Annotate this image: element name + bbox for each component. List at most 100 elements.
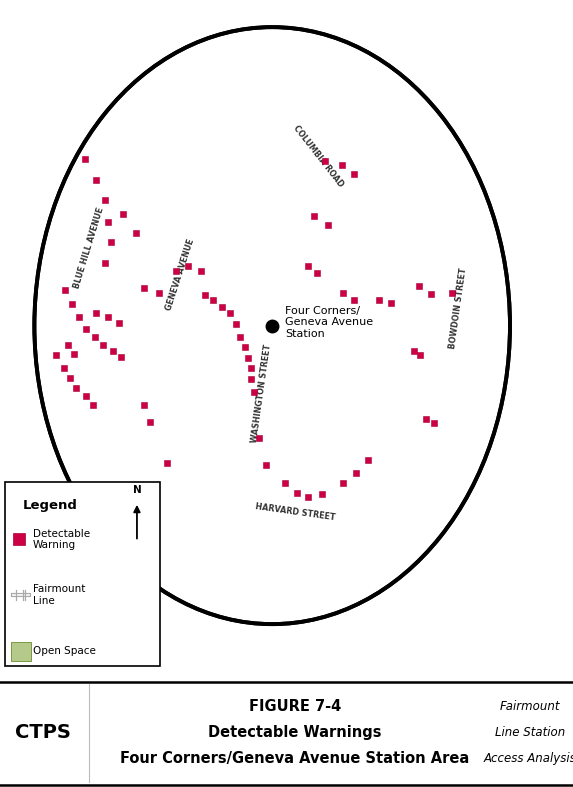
Bar <box>513 294 525 315</box>
Text: COLUMBIA ROAD: COLUMBIA ROAD <box>291 124 345 189</box>
Bar <box>521 65 535 80</box>
Bar <box>128 105 152 117</box>
Bar <box>366 401 378 409</box>
Bar <box>292 586 301 604</box>
Bar <box>400 27 413 35</box>
Bar <box>469 611 491 620</box>
Bar <box>456 328 483 344</box>
Bar <box>77 345 104 358</box>
Bar <box>156 178 175 190</box>
Bar <box>445 139 456 152</box>
Bar <box>399 193 407 206</box>
Text: Line Station: Line Station <box>495 726 565 739</box>
Bar <box>90 589 106 597</box>
Bar <box>268 511 274 523</box>
Bar <box>237 504 246 515</box>
Bar <box>97 118 111 132</box>
Bar <box>428 100 445 116</box>
Bar <box>217 293 224 311</box>
Bar <box>199 35 215 50</box>
Bar <box>280 621 308 631</box>
Bar <box>360 101 379 113</box>
Bar <box>57 361 83 372</box>
Bar <box>401 416 409 430</box>
Bar <box>490 403 510 419</box>
Bar <box>196 486 223 493</box>
Bar <box>501 17 514 31</box>
Bar <box>425 268 441 283</box>
Bar <box>457 360 480 371</box>
Bar <box>6 427 24 435</box>
Bar <box>513 461 527 476</box>
Bar <box>339 132 352 143</box>
Bar <box>247 51 262 65</box>
Text: Fairmount
Line: Fairmount Line <box>33 584 85 606</box>
Text: Detectable
Warning: Detectable Warning <box>33 529 90 550</box>
Bar <box>130 533 156 546</box>
Bar <box>375 76 403 87</box>
Bar <box>317 512 336 527</box>
Bar <box>10 640 32 660</box>
Text: BLUE HILL AVENUE: BLUE HILL AVENUE <box>72 206 105 290</box>
Bar <box>490 117 512 137</box>
Bar <box>117 228 140 246</box>
Bar <box>313 523 332 541</box>
Bar <box>285 463 311 481</box>
Bar <box>477 411 494 423</box>
Bar <box>315 540 336 550</box>
Bar <box>286 230 296 238</box>
Text: Detectable Warnings: Detectable Warnings <box>209 725 382 741</box>
Bar <box>324 428 333 437</box>
Bar <box>48 572 63 585</box>
Text: N: N <box>132 486 142 495</box>
Bar <box>319 595 340 606</box>
Bar <box>107 286 120 300</box>
Bar <box>218 171 233 181</box>
Bar <box>137 51 156 68</box>
Bar <box>168 50 194 58</box>
Bar <box>311 555 321 571</box>
Bar <box>401 382 428 398</box>
Bar <box>239 653 246 665</box>
Bar <box>233 54 246 74</box>
Bar <box>344 402 371 410</box>
Bar <box>250 96 264 103</box>
Bar <box>328 41 346 54</box>
Bar <box>245 166 264 174</box>
Bar <box>238 146 254 159</box>
Bar <box>66 150 85 168</box>
Bar <box>241 246 260 266</box>
Bar <box>181 227 205 242</box>
Bar <box>548 420 563 427</box>
Bar <box>12 195 19 203</box>
Bar <box>361 94 386 113</box>
Bar <box>203 345 211 352</box>
Bar <box>482 491 499 511</box>
Bar <box>241 341 257 352</box>
Bar <box>372 547 398 562</box>
Bar <box>234 9 245 28</box>
Bar <box>23 264 34 275</box>
Bar <box>36 226 65 304</box>
Bar <box>395 29 411 47</box>
Bar <box>412 180 434 192</box>
Bar <box>255 481 281 492</box>
Bar <box>138 595 162 611</box>
Bar <box>291 501 306 519</box>
Bar <box>135 139 160 146</box>
Bar <box>11 51 23 72</box>
Bar <box>12 508 36 527</box>
Bar <box>186 54 212 72</box>
Text: Open Space: Open Space <box>33 645 96 656</box>
Bar <box>110 282 119 301</box>
Text: Access Analysis: Access Analysis <box>484 752 573 765</box>
Bar <box>160 556 168 567</box>
Bar <box>371 637 397 647</box>
Bar <box>229 388 238 400</box>
Bar <box>94 546 115 554</box>
Bar <box>179 210 198 222</box>
Bar <box>343 625 364 637</box>
Bar <box>119 381 131 399</box>
Bar <box>476 412 489 423</box>
Bar <box>125 471 149 482</box>
